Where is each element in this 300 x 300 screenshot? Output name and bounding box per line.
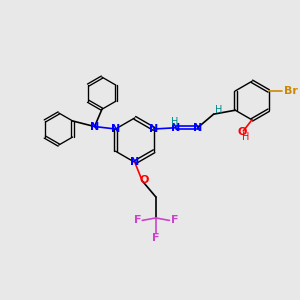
Text: N: N <box>111 124 120 134</box>
Text: N: N <box>90 122 99 131</box>
Text: O: O <box>237 127 247 137</box>
Text: H: H <box>242 132 249 142</box>
Text: F: F <box>152 233 160 243</box>
Text: H: H <box>171 117 178 127</box>
Text: N: N <box>193 123 202 133</box>
Text: N: N <box>171 123 181 133</box>
Text: N: N <box>149 124 159 134</box>
Text: N: N <box>130 158 140 167</box>
Text: Br: Br <box>284 86 298 96</box>
Text: F: F <box>171 215 178 225</box>
Text: O: O <box>139 175 149 185</box>
Text: F: F <box>134 215 141 225</box>
Text: H: H <box>215 105 223 115</box>
